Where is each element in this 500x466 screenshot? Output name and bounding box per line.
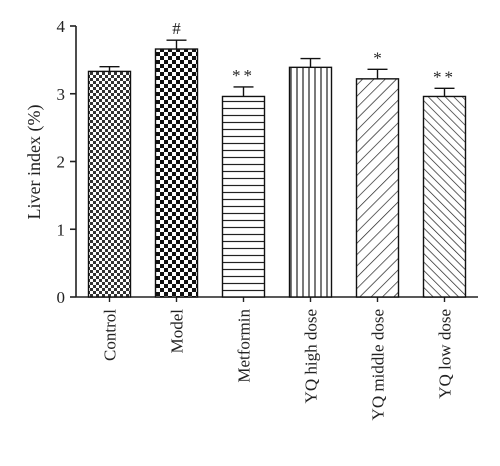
category-label: YQ middle dose [369, 309, 388, 420]
y-tick-label: 4 [57, 17, 66, 36]
category-label: Model [168, 309, 187, 354]
bars-group: #***** [87, 19, 467, 298]
y-tick-label: 3 [57, 85, 66, 104]
category-label: Metformin [235, 309, 254, 383]
y-tick-label: 2 [57, 153, 66, 172]
significance-marker: * [373, 48, 382, 67]
category-label: Control [101, 309, 120, 361]
significance-marker: ** [232, 66, 255, 85]
bar-metformin [221, 95, 266, 298]
y-tick-label: 0 [57, 288, 66, 307]
bar-yq-middle-dose [355, 78, 400, 298]
bar-yq-high-dose [288, 66, 333, 298]
axes: 0 1 2 3 4 Control Model Metformin YQ high dose YQ… [57, 17, 478, 420]
category-label: YQ low dose [436, 309, 455, 399]
y-axis-title: Liver index (%) [24, 105, 45, 220]
bar-model [154, 48, 199, 298]
bar-yq-low-dose [422, 95, 467, 298]
significance-marker: # [172, 19, 181, 38]
y-tick-label: 1 [57, 220, 66, 239]
bar-control [87, 70, 132, 298]
significance-marker: ** [433, 67, 456, 86]
category-label: YQ high dose [302, 309, 321, 403]
